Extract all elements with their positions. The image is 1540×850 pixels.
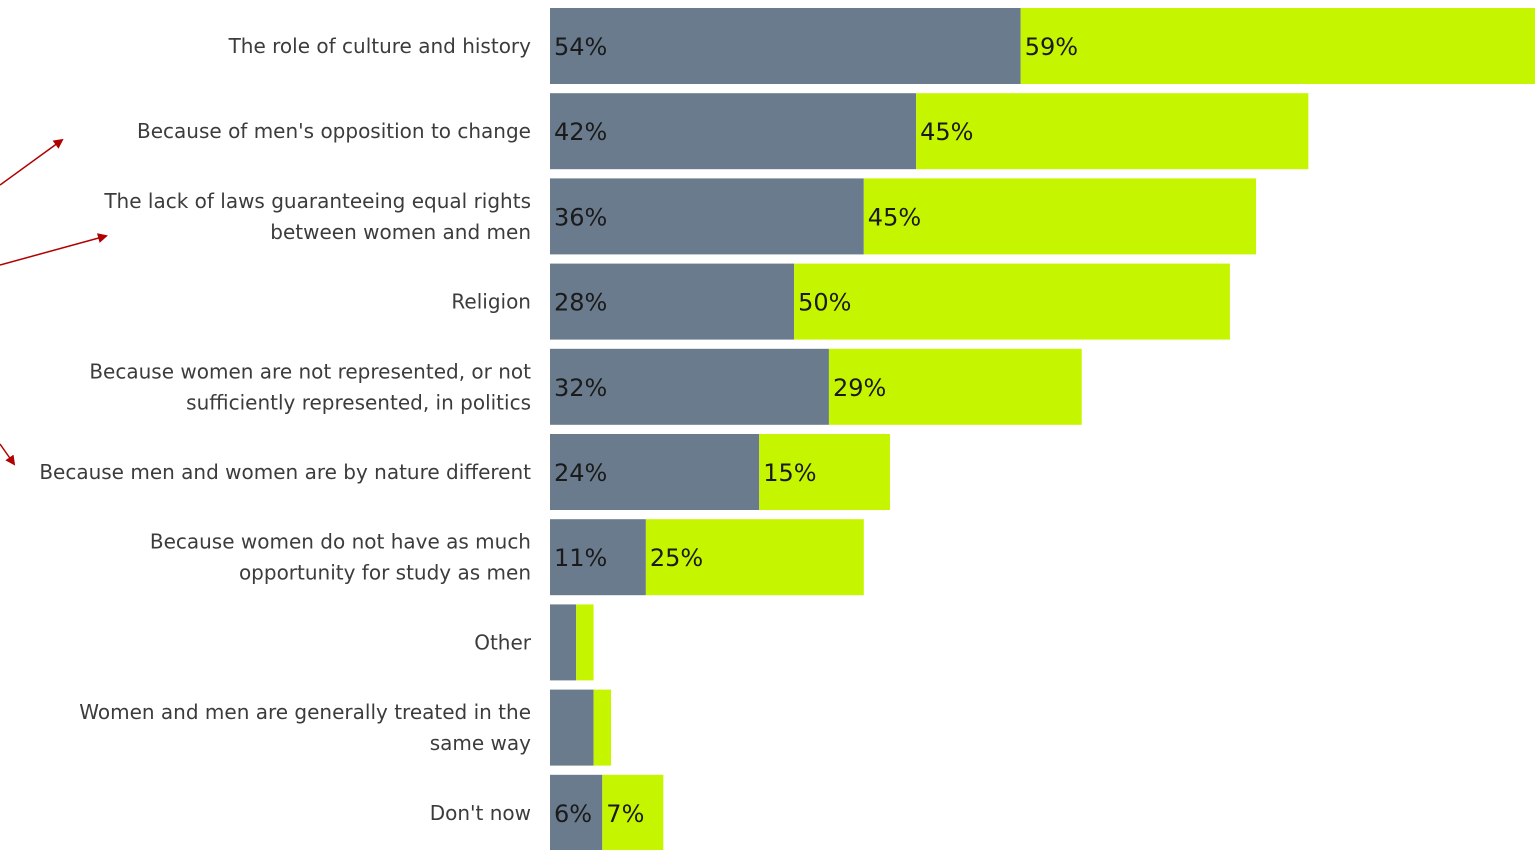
data-label: 11% <box>554 544 607 572</box>
bar-segment <box>759 434 890 510</box>
data-label: 29% <box>833 374 886 402</box>
category-label: Don't now <box>430 801 531 825</box>
bar-segment <box>593 689 612 766</box>
data-label: 42% <box>554 118 607 146</box>
category-label: Women and men are generally treated in t… <box>79 700 531 724</box>
bar-segment <box>576 604 594 681</box>
bar-segment <box>550 604 577 681</box>
data-label: 45% <box>868 203 921 231</box>
data-label: 36% <box>554 203 607 231</box>
category-label: Other <box>474 630 532 654</box>
category-label: The lack of laws guaranteeing equal righ… <box>103 189 531 213</box>
data-label: 24% <box>554 459 607 487</box>
data-label: 7% <box>606 800 644 828</box>
category-label: sufficiently represented, in politics <box>186 390 531 414</box>
bar-segment <box>550 774 603 850</box>
bar-segment <box>550 689 594 766</box>
data-label: 54% <box>554 33 607 61</box>
annotation-arrow <box>0 443 16 466</box>
annotation-arrows <box>0 138 108 466</box>
bar-segment <box>863 178 1257 255</box>
category-label: Because women are not represented, or no… <box>89 359 531 383</box>
annotation-arrow <box>0 233 108 266</box>
data-label: 32% <box>554 374 607 402</box>
data-label: 50% <box>798 289 851 317</box>
bar-segment <box>550 263 795 340</box>
data-label: 28% <box>554 289 607 317</box>
category-label: between women and men <box>270 220 531 244</box>
data-label: 59% <box>1025 33 1078 61</box>
category-label: Because women do not have as much <box>150 530 531 554</box>
category-label: opportunity for study as men <box>239 561 531 585</box>
bar-segment <box>550 519 646 596</box>
bar-segment <box>550 434 760 510</box>
bar-segment <box>550 348 829 425</box>
category-label: The role of culture and history <box>228 34 532 58</box>
bar-segment <box>550 178 864 255</box>
annotation-arrow <box>0 138 64 186</box>
bar-segment <box>602 774 664 850</box>
bar-segment <box>794 263 1230 340</box>
bar-segment <box>828 348 1082 425</box>
category-labels: The role of culture and history Because o… <box>39 34 531 825</box>
bar-segment <box>550 8 1021 84</box>
category-label: Religion <box>451 290 531 314</box>
category-label: same way <box>430 731 531 755</box>
data-label: 25% <box>650 544 703 572</box>
bar-segment <box>1020 8 1535 84</box>
bar-segment <box>550 93 917 170</box>
bar-segment <box>645 519 864 596</box>
category-label: Because of men's opposition to change <box>137 119 531 143</box>
data-label: 45% <box>920 118 973 146</box>
bars: 54% 59% 42% 45% 36% 45% 28% 50% 32% 29% 24% 15% 11% 2… <box>550 8 1535 850</box>
category-label: Because men and women are by nature diff… <box>39 460 531 484</box>
bar-segment <box>916 93 1309 170</box>
data-label: 6% <box>554 800 592 828</box>
data-label: 15% <box>763 459 816 487</box>
